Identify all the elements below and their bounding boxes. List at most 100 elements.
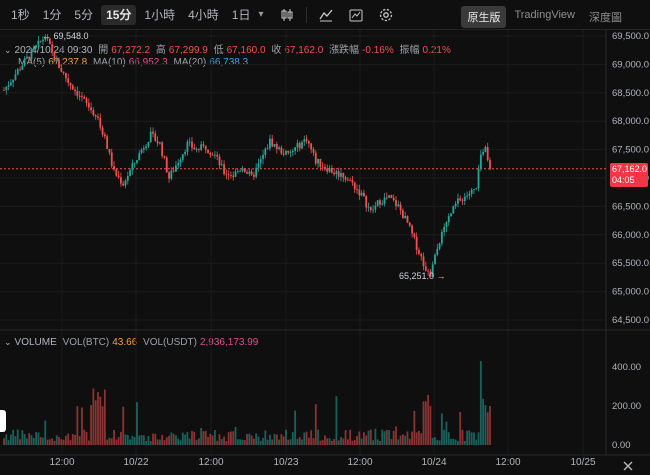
candle-body (158, 142, 161, 144)
candle-body (115, 169, 118, 176)
candle-body (278, 147, 280, 149)
volume-bar (35, 432, 37, 445)
volume-bar (321, 439, 324, 445)
volume-bar (197, 438, 200, 445)
candle-body (241, 168, 244, 171)
settings-icon[interactable] (377, 6, 395, 24)
volume-bar (250, 435, 253, 445)
time-tick: 12:00 (495, 457, 521, 468)
volume-bar (170, 432, 173, 445)
tf-4h[interactable]: 4小時 (188, 7, 219, 22)
tf-5m[interactable]: 5分 (74, 7, 94, 22)
volume-bar (324, 435, 326, 445)
volume-bar (124, 434, 127, 445)
volume-bar (113, 430, 115, 445)
tf-15m[interactable]: 15分 (101, 4, 137, 25)
view-tradingview[interactable]: TradingView (514, 9, 575, 21)
price-tick: 65,500.0 (612, 258, 649, 269)
drawing-tools-icon[interactable] (347, 6, 365, 24)
volume-bar (358, 431, 361, 445)
scroll-to-latest-icon[interactable] (622, 460, 634, 472)
candle-body (243, 168, 246, 173)
high-value: 67,299.9 (168, 45, 208, 56)
candle-body (209, 152, 212, 155)
tf-1d[interactable]: 1日 (231, 7, 251, 22)
volume-bar (401, 434, 404, 445)
candle-body (53, 51, 56, 62)
volume-bar (344, 430, 347, 445)
tf-1s[interactable]: 1秒 (11, 7, 30, 22)
candle-body (246, 172, 248, 174)
volume-bar (310, 430, 313, 445)
candlestick-type-icon[interactable] (278, 6, 296, 24)
candle-body (124, 180, 127, 186)
candle-body (184, 151, 187, 155)
volume-axis: 400.00 200.00 0.00 (612, 362, 641, 451)
volume-bar (438, 440, 441, 445)
candle-body (81, 95, 83, 97)
candle-body (413, 233, 416, 237)
candlestick-chart[interactable]: 69,500.0 69,000.0 68,500.0 68,000.0 67,500.0… (0, 30, 650, 475)
candle-body (108, 148, 111, 153)
candle-body (333, 172, 336, 175)
volume-bar (452, 438, 455, 445)
candle-body (291, 150, 294, 153)
candle-body (342, 173, 345, 178)
high-label: 高 (155, 45, 166, 56)
chevron-down-icon[interactable]: ▾ (258, 9, 264, 20)
candle-body (285, 150, 287, 155)
candle-body (326, 168, 329, 172)
volume-bar (83, 429, 86, 445)
vol-usdt-label: VOL(USDT) (143, 337, 197, 348)
candle-body (154, 133, 157, 142)
tf-1h[interactable]: 1小時 (144, 7, 176, 22)
volume-bar (443, 429, 446, 445)
volume-bar (90, 405, 93, 445)
ma10-value: 66,952.3 (128, 57, 168, 68)
volume-bar (381, 429, 384, 445)
volume-bar (372, 440, 374, 445)
candle-body (195, 148, 198, 150)
drag-handle[interactable] (0, 410, 6, 432)
time-tick: 12:00 (347, 457, 373, 468)
volume-bar (44, 420, 47, 445)
candle-body (138, 152, 141, 161)
candle-body (87, 102, 90, 108)
candle-body (296, 143, 299, 148)
view-native[interactable]: 原生版 (461, 6, 507, 28)
volume-bar (296, 438, 299, 445)
volume-bar (411, 431, 413, 445)
volume-bar (367, 430, 370, 445)
volume-bar (418, 430, 420, 445)
candle-body (420, 253, 423, 257)
time-tick: 10/25 (570, 457, 596, 468)
candle-body (156, 141, 159, 144)
volume-bar (39, 436, 42, 445)
indicators-icon[interactable] (317, 6, 335, 24)
volume-bar (390, 439, 393, 445)
candle-body (482, 152, 485, 155)
candle-body (76, 90, 79, 96)
volume-bar (216, 440, 219, 445)
candle-body (349, 180, 352, 181)
volume-bar (110, 438, 113, 445)
volume-collapse-icon[interactable]: ⌄ (4, 337, 12, 347)
candle-body (365, 196, 368, 208)
volume-bar (214, 429, 216, 445)
price-tick: 66,000.0 (612, 230, 649, 241)
collapse-chevron-icon[interactable]: ⌄ (4, 45, 12, 55)
volume-bar (108, 437, 111, 445)
candle-body (252, 174, 255, 177)
volume-bar (126, 434, 129, 445)
volume-bar (285, 429, 287, 445)
view-depth[interactable]: 深度圖 (589, 12, 622, 24)
candle-body (170, 170, 173, 179)
candle-body (21, 65, 24, 70)
candle-body (307, 141, 310, 144)
volume-bar (271, 439, 274, 445)
candle-body (239, 170, 242, 172)
candle-body (223, 164, 225, 174)
high-marker-value: 69,548.0 (53, 31, 89, 41)
tf-1m[interactable]: 1分 (42, 7, 62, 22)
volume-bar (319, 440, 322, 445)
